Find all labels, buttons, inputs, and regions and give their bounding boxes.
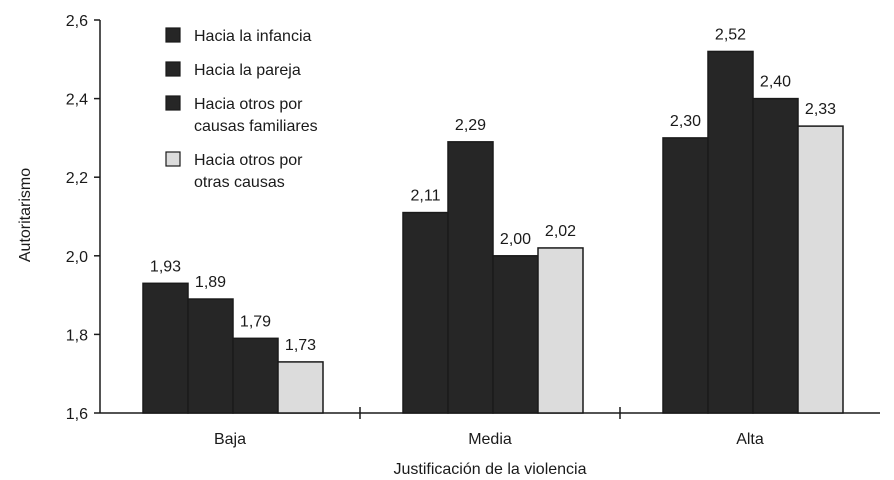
- bar: [277, 361, 324, 414]
- data-label: 2,11: [411, 188, 441, 205]
- data-label: 2,02: [545, 223, 576, 240]
- data-label: 2,29: [455, 117, 486, 134]
- legend-label: causas familiares: [194, 118, 318, 135]
- bar: [142, 282, 189, 414]
- x-axis-label: Justificación de la violencia: [394, 461, 587, 478]
- bar: [232, 337, 279, 414]
- bar: [447, 141, 494, 414]
- legend: Hacia la infancia Hacia la pareja Hacia ot…: [165, 27, 318, 191]
- data-label: 1,93: [150, 258, 181, 275]
- y-tick-label: 2,4: [66, 92, 88, 109]
- y-tick-label: 2,6: [66, 13, 88, 30]
- legend-label: Hacia otros por: [194, 96, 303, 113]
- data-label: 2,33: [805, 101, 836, 118]
- data-label: 1,79: [240, 313, 271, 330]
- legend-swatch: [165, 27, 181, 43]
- bar: [662, 137, 709, 414]
- data-label: 2,00: [500, 231, 531, 248]
- bars: 1,93 1,89 1,79 1,73 2,11 2,29 2,00 2,02 2,30 2,52…: [142, 26, 844, 414]
- x-tick-label: Baja: [214, 431, 246, 448]
- data-label: 2,52: [715, 26, 746, 43]
- legend-label: Hacia otros por: [194, 152, 303, 169]
- legend-label: Hacia la infancia: [194, 28, 312, 45]
- bar: [537, 247, 584, 414]
- legend-swatch: [165, 61, 181, 77]
- bar: [187, 298, 234, 414]
- legend-label: Hacia la pareja: [194, 62, 301, 79]
- y-tick-label: 2,2: [66, 170, 88, 187]
- bar: [752, 97, 799, 414]
- x-tick-label: Alta: [736, 431, 764, 448]
- data-label: 2,40: [760, 74, 791, 91]
- bar: [492, 255, 539, 414]
- y-tick-label: 1,6: [66, 406, 88, 423]
- bar: [707, 50, 754, 414]
- legend-label: otras causas: [194, 174, 285, 191]
- data-label: 1,89: [195, 274, 226, 291]
- data-label: 2,30: [670, 113, 701, 130]
- data-label: 1,73: [285, 337, 316, 354]
- y-axis-label: Autoritarismo: [17, 168, 34, 262]
- y-tick-label: 2,0: [66, 249, 88, 266]
- legend-swatch: [165, 95, 181, 111]
- y-tick-label: 1,8: [66, 327, 88, 344]
- bar: [402, 211, 449, 414]
- x-tick-label: Media: [468, 431, 512, 448]
- bar: [797, 125, 844, 414]
- legend-swatch: [165, 151, 181, 167]
